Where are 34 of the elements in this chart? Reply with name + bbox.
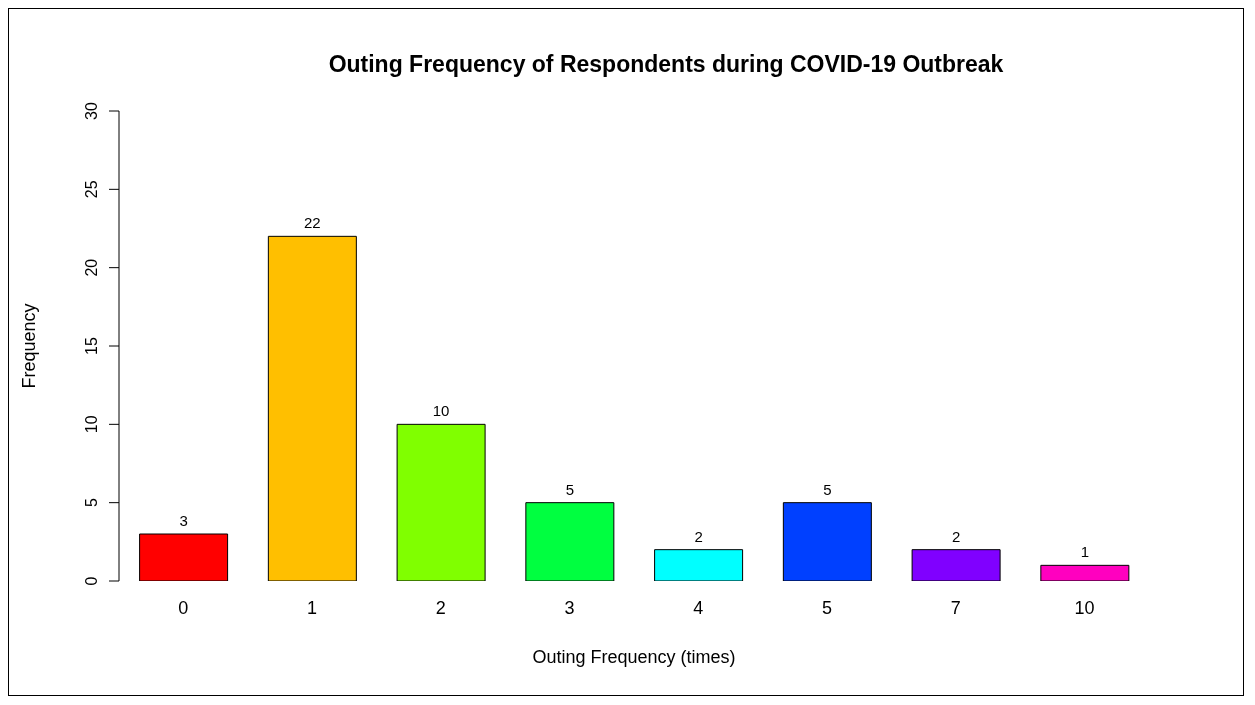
bar	[654, 549, 744, 581]
x-axis-title: Outing Frequency (times)	[532, 647, 736, 667]
data-label: 2	[951, 527, 961, 545]
bar	[1040, 564, 1130, 581]
bar	[911, 549, 1001, 581]
y-tick-label: 30	[83, 102, 100, 120]
x-tick-label: 10	[1074, 597, 1095, 618]
y-tick-label: 15	[83, 337, 100, 355]
data-label: 22	[304, 214, 321, 232]
y-tick-label: 0	[83, 576, 100, 586]
y-axis-title: Frequency	[19, 303, 40, 389]
x-tick-label: 2	[435, 597, 446, 618]
bar	[525, 502, 615, 581]
bar	[139, 533, 229, 581]
data-label: 2	[694, 527, 703, 545]
y-tick-label: 5	[83, 498, 100, 508]
x-tick-label: 4	[693, 597, 704, 618]
x-tick-label: 5	[822, 597, 833, 618]
y-tick-label: 10	[83, 415, 100, 434]
bar	[267, 235, 357, 581]
y-tick-label: 20	[83, 258, 100, 277]
y-tick-label: 25	[83, 180, 100, 199]
data-label: 1	[1080, 543, 1090, 561]
bar	[396, 423, 486, 581]
data-label: 5	[565, 480, 575, 498]
data-label: 10	[432, 402, 450, 420]
x-tick-label: 3	[564, 597, 575, 618]
bar	[782, 502, 872, 581]
chart-title: Outing Frequency of Respondents during COVID-19 Outbreak	[327, 50, 1005, 79]
data-label: 3	[179, 512, 188, 529]
data-label: 5	[823, 480, 832, 498]
x-tick-label: 7	[950, 597, 961, 618]
x-tick-label: 1	[307, 597, 318, 618]
x-tick-label: 0	[178, 597, 189, 618]
